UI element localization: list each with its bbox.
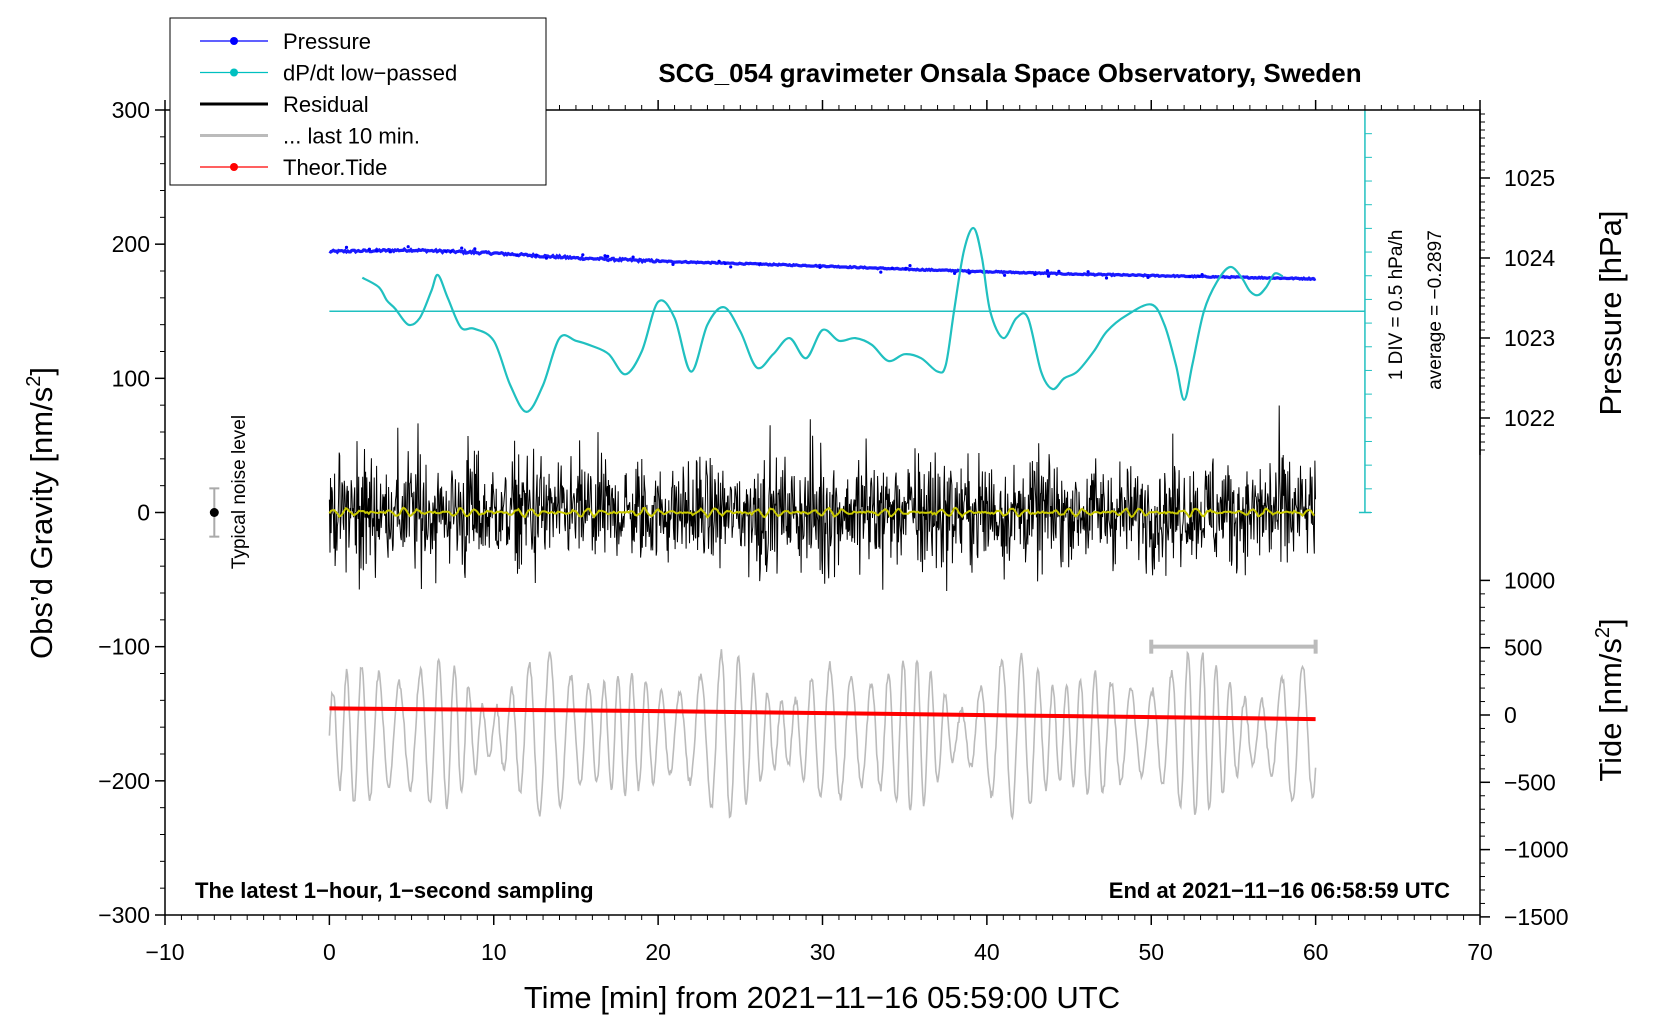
pressure-sample-dot	[544, 256, 549, 260]
noise-level-label: Typical noise level	[229, 415, 250, 569]
legend-box	[169, 17, 547, 186]
x-tick-label: 60	[1303, 939, 1329, 965]
legend: Pressure dP/dt low−passed Residual ... last…	[169, 17, 547, 186]
pressure-axis-label: Pressure [hPa]	[1593, 210, 1628, 415]
dpdt-series	[361, 226, 1284, 414]
pressure-sample-dot	[444, 249, 448, 253]
pressure-tick-label: 1025	[1504, 165, 1555, 191]
y-tick-label: −100	[98, 634, 150, 660]
legend-item-label: dP/dt low−passed	[283, 61, 457, 86]
legend-item-label: Residual	[283, 92, 369, 117]
x-tick-label: −10	[145, 939, 184, 965]
y-tick-label: 200	[112, 231, 150, 257]
chart-title: SCG_054 gravimeter Onsala Space Observat…	[658, 58, 1361, 88]
x-tick-label: 0	[323, 939, 336, 965]
pressure-sample-dot	[515, 253, 519, 257]
tide-tick-label: −1000	[1504, 837, 1569, 863]
pressure-sample-dot	[904, 266, 908, 270]
y-tick-label: 0	[137, 500, 150, 526]
legend-item-label: Pressure	[283, 29, 371, 54]
pressure-sample-dot	[1104, 276, 1109, 280]
dpdt-average-label: average = −0.2897	[1425, 230, 1446, 390]
x-tick-label: 70	[1467, 939, 1493, 965]
y-tick-label: −200	[98, 768, 150, 794]
axes: −10 0 10 20 30 40 50 60 70−300−200−1000100200300…	[23, 97, 1628, 965]
pressure-sample-dot	[606, 254, 610, 258]
pressure-sample-dot	[1197, 274, 1201, 278]
plot-area: 1 DIV = 0.5 hPa/h average = −0.2897 Typica…	[209, 110, 1446, 821]
tide-tick-label: −500	[1504, 769, 1556, 795]
y-tick-label: −300	[98, 902, 150, 928]
annotation-bottom-right: End at 2021−11−16 06:58:59 UTC	[1109, 878, 1450, 903]
x-tick-label: 50	[1138, 939, 1164, 965]
pressure-sample-dot	[1033, 272, 1037, 276]
pressure-sample-dot	[1057, 269, 1061, 273]
filtered-residual-series	[328, 506, 1315, 519]
pressure-sample-dot	[1146, 275, 1150, 279]
pressure-sample-dot	[388, 250, 392, 254]
pressure-sample-dot	[460, 246, 464, 250]
tide-axis-label: Tide [nm/s2]	[1592, 618, 1628, 781]
pressure-sample-dot	[473, 247, 477, 251]
x-tick-label: 10	[481, 939, 507, 965]
pressure-sample-dot	[1188, 274, 1192, 279]
pressure-sample-dot	[671, 262, 675, 266]
legend-item-label: Theor.Tide	[283, 155, 387, 180]
noise-point	[209, 508, 219, 517]
residual-series	[328, 405, 1316, 592]
pressure-sample-dot	[908, 264, 912, 268]
x-tick-label: 40	[974, 939, 1000, 965]
pressure-sample-dot	[631, 255, 635, 259]
pressure-sample-dot	[603, 254, 607, 258]
pressure-sample-dot	[344, 245, 349, 249]
y-tick-label: 300	[112, 97, 150, 123]
pressure-sample-dot	[758, 262, 762, 266]
pressure-sample-dot	[717, 259, 721, 263]
y-axis-label: Obs’d Gravity [nm/s2]	[23, 367, 59, 659]
tide-series	[329, 706, 1316, 722]
legend-item-label: ... last 10 min.	[283, 124, 420, 149]
pressure-sample-dot	[1200, 273, 1204, 277]
pressure-sample-dot	[367, 247, 371, 251]
tide-tick-label: 0	[1504, 702, 1517, 728]
y-tick-label: 100	[112, 365, 150, 391]
x-tick-label: 30	[810, 939, 836, 965]
pressure-sample-dot	[723, 261, 727, 266]
pressure-sample-dot	[534, 253, 538, 257]
pressure-sample-dot	[818, 265, 822, 269]
tide-tick-label: 1000	[1504, 567, 1555, 593]
pressure-sample-dot	[879, 270, 883, 274]
pressure-sample-dot	[729, 265, 733, 269]
tide-tick-label: 500	[1504, 635, 1542, 661]
pressure-sample-dot	[953, 271, 957, 275]
pressure-sample-dot	[375, 249, 379, 253]
pressure-sample-dot	[1003, 273, 1007, 277]
pressure-sample-dot	[890, 266, 894, 270]
legend-swatch-dot	[230, 163, 238, 171]
legend-swatch-dot	[230, 37, 238, 45]
tide-tick-label: −1500	[1504, 904, 1569, 930]
pressure-tick-label: 1024	[1504, 245, 1555, 271]
dpdt-scale-label: 1 DIV = 0.5 hPa/h	[1386, 230, 1407, 381]
pressure-sample-dot	[1045, 269, 1049, 273]
pressure-sample-dot	[581, 253, 585, 257]
pressure-sample-dot	[406, 245, 410, 249]
pressure-tick-label: 1023	[1504, 325, 1555, 351]
pressure-sample-dot	[967, 271, 971, 275]
pressure-sample-dot	[1046, 274, 1051, 278]
pressure-tick-label: 1022	[1504, 405, 1555, 431]
annotation-bottom-left: The latest 1−hour, 1−second sampling	[195, 878, 594, 903]
x-axis-label: Time [min] from 2021−11−16 05:59:00 UTC	[524, 980, 1120, 1015]
last10-series	[328, 649, 1317, 821]
pressure-sample-dot	[449, 249, 453, 253]
pressure-series	[328, 246, 1317, 282]
legend-swatch-dot	[230, 68, 238, 77]
x-tick-label: 20	[645, 939, 671, 965]
pressure-sample-dot	[1086, 270, 1090, 274]
